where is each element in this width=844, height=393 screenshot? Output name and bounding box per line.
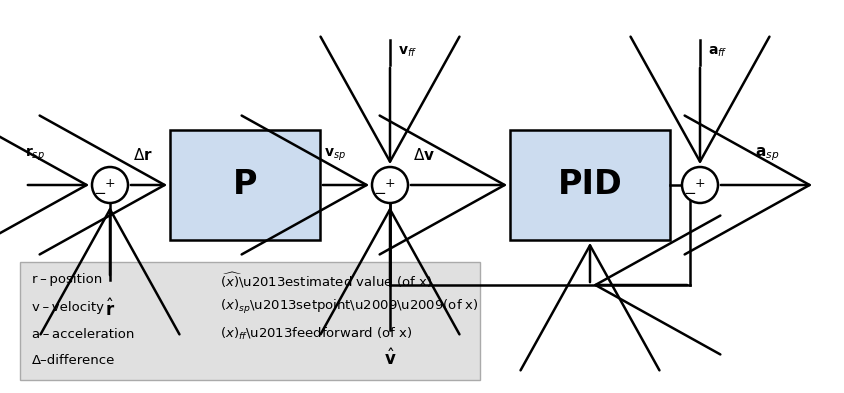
Text: PID: PID	[557, 169, 622, 202]
Text: −: −	[683, 187, 695, 202]
Ellipse shape	[92, 167, 127, 203]
Text: a – acceleration: a – acceleration	[32, 327, 134, 340]
Text: $\mathbf{v}_{sp}$: $\mathbf{v}_{sp}$	[323, 147, 345, 163]
Text: $\hat{\mathbf{v}}$: $\hat{\mathbf{v}}$	[383, 348, 396, 369]
Bar	[510, 130, 669, 240]
Bar	[20, 262, 479, 380]
Text: $\mathbf{v}_{ff}$: $\mathbf{v}_{ff}$	[398, 45, 417, 59]
Text: $\mathbf{a}_{sp}$: $\mathbf{a}_{sp}$	[754, 145, 778, 163]
Text: $\Delta\mathbf{r}$: $\Delta\mathbf{r}$	[133, 147, 153, 163]
Text: $\Delta\mathbf{v}$: $\Delta\mathbf{v}$	[413, 147, 435, 163]
Text: Δ–difference: Δ–difference	[32, 354, 116, 367]
Text: $\hat{\mathbf{r}}$: $\hat{\mathbf{r}}$	[105, 298, 115, 320]
Ellipse shape	[371, 167, 408, 203]
Text: +: +	[105, 177, 115, 190]
Text: P: P	[232, 169, 257, 202]
Bar	[170, 130, 320, 240]
Text: −: −	[94, 187, 106, 202]
Text: +: +	[384, 177, 395, 190]
Text: $\widehat{(x)}$\u2013estimated value (of x): $\widehat{(x)}$\u2013estimated value (of…	[219, 270, 431, 290]
Text: $\mathbf{a}_{ff}$: $\mathbf{a}_{ff}$	[707, 45, 727, 59]
Text: $(x)_{sp}$\u2013setpoint\u2009\u2009(of x): $(x)_{sp}$\u2013setpoint\u2009\u2009(of …	[219, 298, 479, 316]
Ellipse shape	[681, 167, 717, 203]
Text: v – velocity: v – velocity	[32, 301, 104, 314]
Text: +: +	[694, 177, 705, 190]
Text: −: −	[373, 187, 386, 202]
Text: $(x)_{ff}$\u2013feedforward (of x): $(x)_{ff}$\u2013feedforward (of x)	[219, 326, 412, 342]
Text: $\mathbf{r}_{sp}$: $\mathbf{r}_{sp}$	[25, 146, 45, 163]
Text: r – position: r – position	[32, 274, 102, 286]
